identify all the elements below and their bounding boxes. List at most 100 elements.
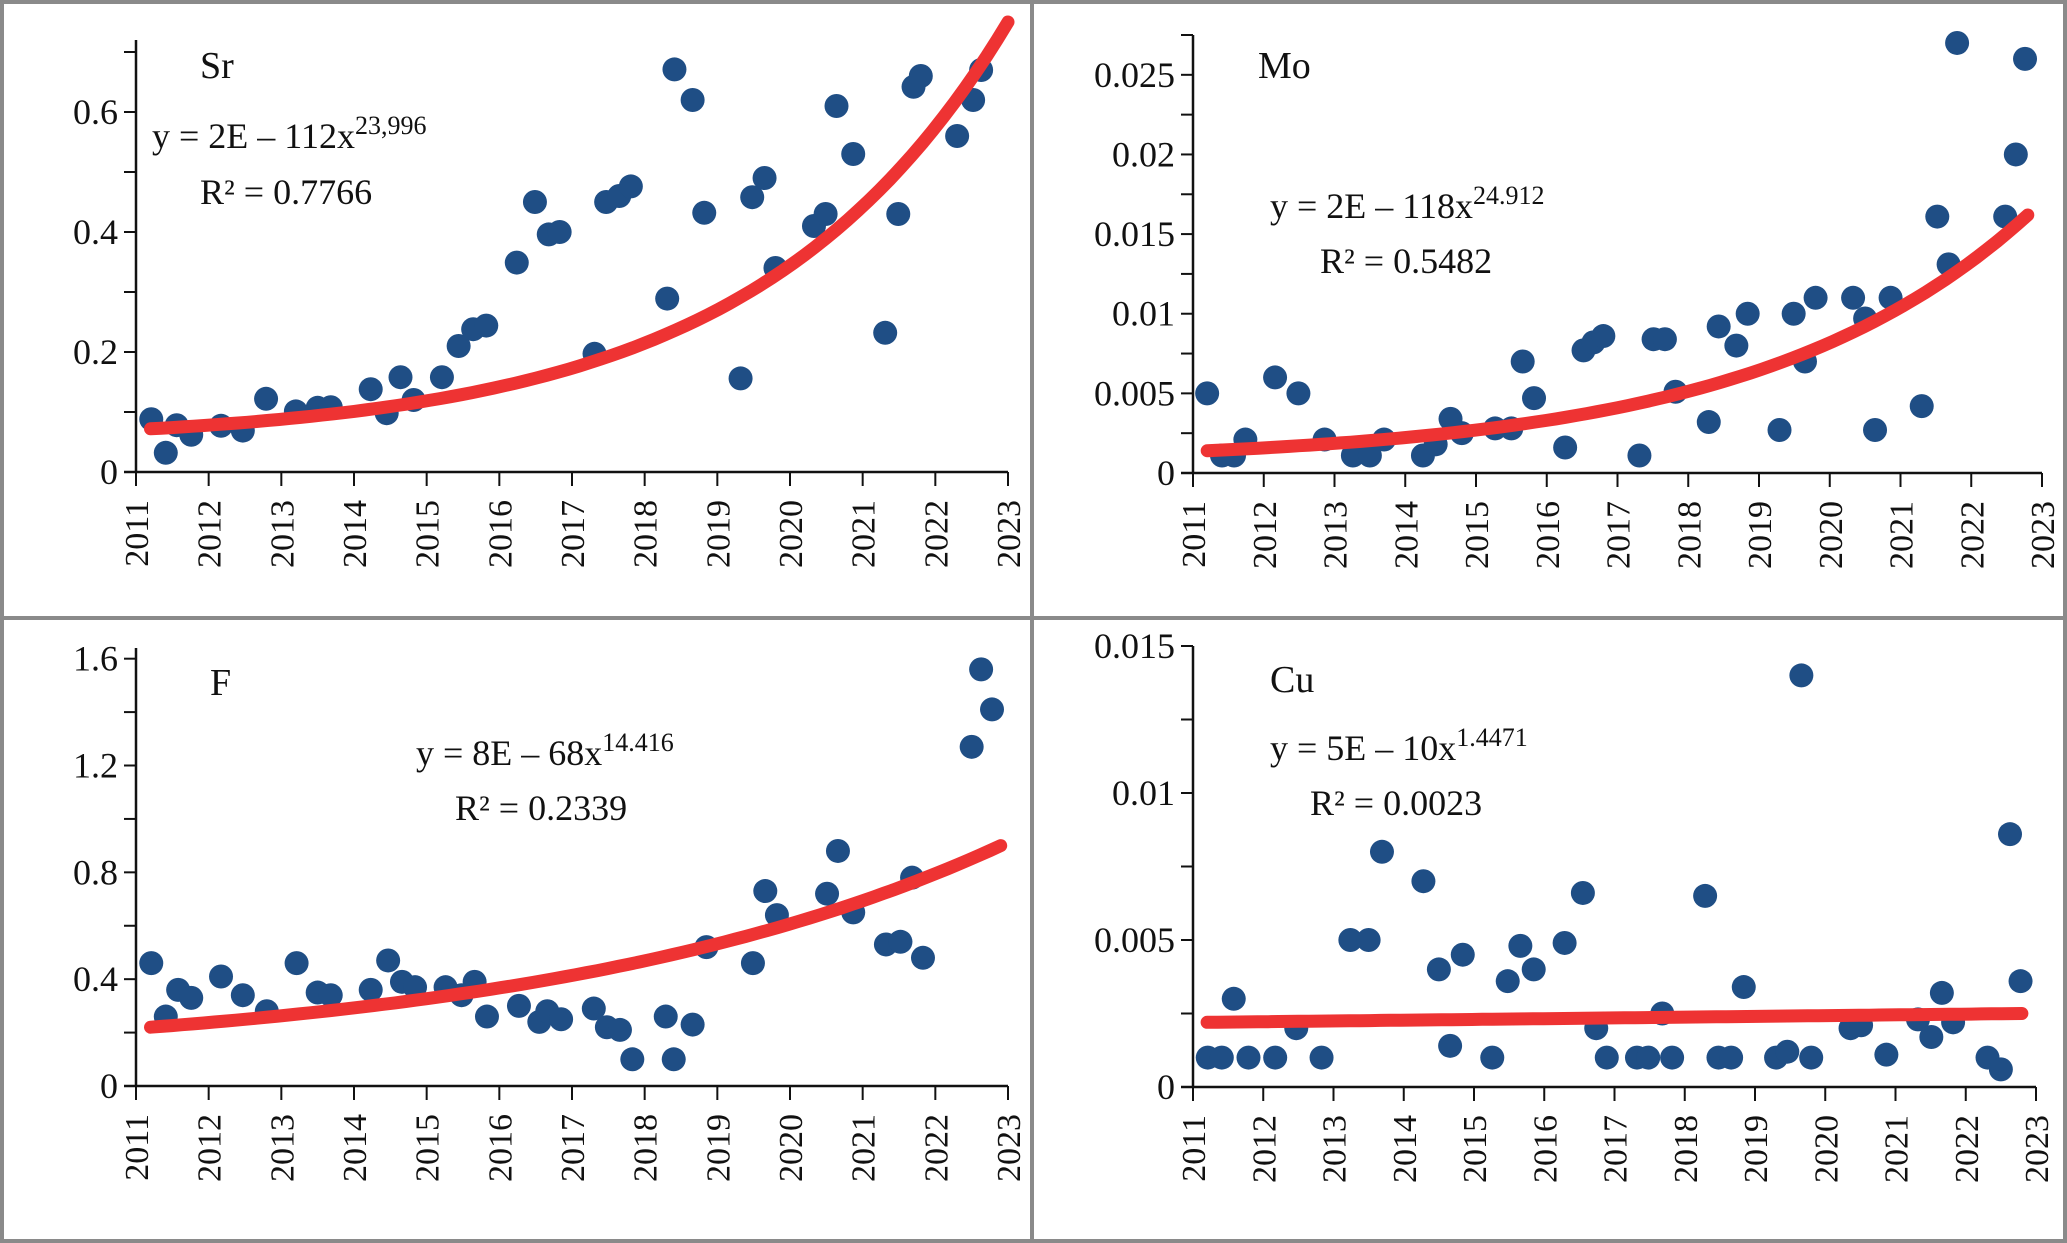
data-point bbox=[429, 365, 454, 390]
data-point bbox=[1909, 394, 1934, 419]
x-tick-label: 2016 bbox=[482, 1114, 519, 1182]
x-tick-label: 2016 bbox=[1527, 1115, 1564, 1183]
data-point bbox=[1522, 386, 1547, 411]
data-point bbox=[358, 377, 383, 402]
data-point bbox=[1724, 333, 1749, 358]
data-point bbox=[728, 366, 753, 391]
x-tick-label: 2023 bbox=[991, 1114, 1028, 1182]
x-tick-label: 2019 bbox=[1742, 501, 1779, 569]
x-tick-label: 2011 bbox=[1176, 1115, 1213, 1182]
x-tick-label: 2018 bbox=[628, 500, 665, 568]
x-tick-label: 2013 bbox=[1318, 501, 1355, 569]
data-point bbox=[1521, 957, 1546, 982]
data-point bbox=[1552, 930, 1577, 955]
panel-mo: 0 0.005 0.01 0.015 0.02 0.025 2011 2012 2013 2014… bbox=[1094, 30, 2062, 569]
data-point bbox=[2003, 142, 2028, 167]
x-tick-label: 2014 bbox=[337, 500, 374, 568]
data-point bbox=[547, 220, 572, 244]
x-tick-label: 2022 bbox=[918, 500, 955, 568]
panel-cu: 0 0.005 0.01 0.015 2011 2012 2013 2014 2015 2016 2… bbox=[1094, 626, 2056, 1183]
data-point bbox=[1789, 663, 1814, 688]
trend-line bbox=[1200, 208, 2035, 458]
data-point bbox=[655, 286, 680, 311]
trend-line bbox=[144, 839, 1008, 1034]
data-point bbox=[1426, 957, 1451, 982]
y-tick-label: 0 bbox=[100, 1066, 118, 1106]
x-tick-label: 2015 bbox=[1457, 1115, 1494, 1183]
data-point bbox=[1411, 869, 1436, 894]
data-point bbox=[841, 142, 866, 166]
data-point bbox=[1591, 324, 1616, 349]
x-tick-label: 2023 bbox=[2019, 1115, 2056, 1183]
data-point bbox=[1236, 1045, 1261, 1070]
panel-title: Sr bbox=[200, 45, 234, 87]
trend-line bbox=[144, 15, 1015, 436]
data-point bbox=[1510, 349, 1535, 374]
data-point bbox=[230, 983, 255, 1008]
x-tick-label: 2019 bbox=[700, 500, 737, 568]
equation-exponent: 14.416 bbox=[602, 728, 674, 757]
y-tick-label: 0.8 bbox=[73, 852, 118, 892]
data-point bbox=[549, 1007, 574, 1032]
data-point bbox=[1221, 986, 1246, 1011]
data-point bbox=[1356, 928, 1381, 952]
data-point bbox=[1309, 1045, 1334, 1070]
data-point bbox=[1799, 1045, 1824, 1070]
data-point bbox=[504, 250, 529, 275]
data-point bbox=[1803, 285, 1828, 310]
equation-exponent: 24.912 bbox=[1473, 181, 1545, 210]
x-tick-label: 2016 bbox=[482, 500, 519, 568]
y-tick-label: 0 bbox=[1157, 1067, 1175, 1107]
y-tick-label: 1.2 bbox=[73, 746, 118, 786]
x-tick-label: 2013 bbox=[1317, 1115, 1354, 1183]
x-tick-label: 2022 bbox=[1954, 501, 1991, 569]
data-point bbox=[1438, 1033, 1463, 1058]
x-tick-label: 2015 bbox=[410, 500, 447, 568]
x-tick-label: 2011 bbox=[119, 1114, 156, 1181]
y-tick-label: 0.4 bbox=[73, 212, 118, 252]
data-point bbox=[358, 977, 383, 1002]
trend-equation: y = 2E – 112x23,996 bbox=[152, 111, 426, 156]
x-tick-label: 2020 bbox=[773, 1114, 810, 1182]
x-tick-label: 2013 bbox=[264, 500, 301, 568]
equation-main: y = 5E – 10x bbox=[1270, 728, 1456, 768]
data-point bbox=[653, 1004, 678, 1029]
y-tick-label: 0.01 bbox=[1112, 773, 1175, 813]
y-tick-label: 0.4 bbox=[73, 959, 118, 999]
x-tick-label: 2016 bbox=[1530, 501, 1567, 569]
data-point bbox=[740, 951, 765, 976]
data-point bbox=[474, 313, 499, 338]
trend-equation: y = 8E – 68x14.416 bbox=[416, 728, 674, 773]
data-point bbox=[1553, 435, 1578, 460]
data-point bbox=[1286, 381, 1311, 406]
x-tick-label: 2012 bbox=[192, 500, 229, 568]
x-tick-label: 2021 bbox=[1884, 501, 1921, 569]
data-point bbox=[1775, 1039, 1800, 1064]
y-tick-label: 0.005 bbox=[1094, 373, 1175, 413]
data-point bbox=[753, 879, 778, 904]
data-point bbox=[1340, 443, 1365, 468]
data-point bbox=[825, 838, 850, 863]
data-point bbox=[318, 983, 343, 1008]
x-tick-label: 2015 bbox=[410, 1114, 447, 1182]
data-point bbox=[1841, 285, 1866, 310]
x-tick-label: 2017 bbox=[1601, 501, 1638, 569]
panel-f: 0 0.4 0.8 1.2 1.6 2011 2012 2013 2014 2015 2016 201… bbox=[73, 639, 1028, 1182]
data-point bbox=[522, 190, 547, 214]
x-tick-label: 2020 bbox=[773, 500, 810, 568]
data-point bbox=[209, 964, 234, 989]
x-tick-label: 2019 bbox=[1738, 1115, 1775, 1183]
data-point bbox=[886, 202, 911, 226]
data-point bbox=[1594, 1045, 1619, 1070]
y-tick-label: 0.01 bbox=[1112, 294, 1175, 334]
data-point bbox=[1450, 942, 1475, 967]
data-point bbox=[1480, 1045, 1505, 1070]
y-tick-label: 0.6 bbox=[73, 92, 118, 132]
panel-title: F bbox=[210, 662, 231, 704]
data-point bbox=[284, 951, 309, 976]
data-point bbox=[888, 929, 913, 954]
data-point bbox=[1369, 839, 1394, 864]
trend-equation: y = 5E – 10x1.4471 bbox=[1270, 723, 1528, 768]
data-point bbox=[969, 657, 994, 682]
y-tick-label: 1.6 bbox=[73, 639, 118, 679]
